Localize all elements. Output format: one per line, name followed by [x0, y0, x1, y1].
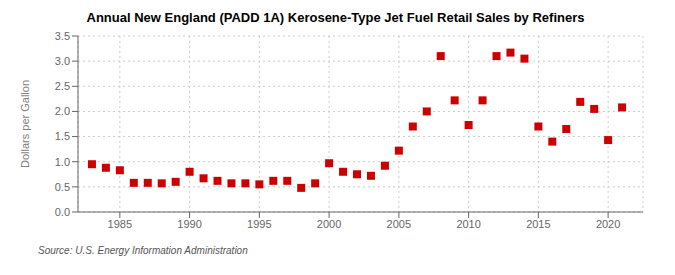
- svg-text:1995: 1995: [247, 218, 271, 230]
- svg-text:1.0: 1.0: [55, 156, 70, 168]
- svg-text:2000: 2000: [317, 218, 341, 230]
- svg-text:2015: 2015: [526, 218, 550, 230]
- svg-text:2.5: 2.5: [55, 80, 70, 92]
- svg-text:0.0: 0.0: [55, 206, 70, 218]
- svg-text:Dollars per Gallon: Dollars per Gallon: [19, 80, 31, 168]
- html-text:Source: U.S. Energy Informatio: Source: U.S. Energy Information Administ…: [38, 245, 248, 256]
- html-text:Annual New England (PADD 1A) K: Annual New England (PADD 1A) Kerosene-Ty…: [86, 10, 585, 25]
- svg-text:2020: 2020: [596, 218, 620, 230]
- svg-text:3.0: 3.0: [55, 55, 70, 67]
- svg-text:1.5: 1.5: [55, 130, 70, 142]
- svg-text:2.0: 2.0: [55, 105, 70, 117]
- svg-text:0.5: 0.5: [55, 181, 70, 193]
- svg-text:2005: 2005: [387, 218, 411, 230]
- svg-text:2010: 2010: [456, 218, 480, 230]
- svg-text:3.5: 3.5: [55, 30, 70, 42]
- svg-text:1985: 1985: [108, 218, 132, 230]
- svg-text:1990: 1990: [177, 218, 201, 230]
